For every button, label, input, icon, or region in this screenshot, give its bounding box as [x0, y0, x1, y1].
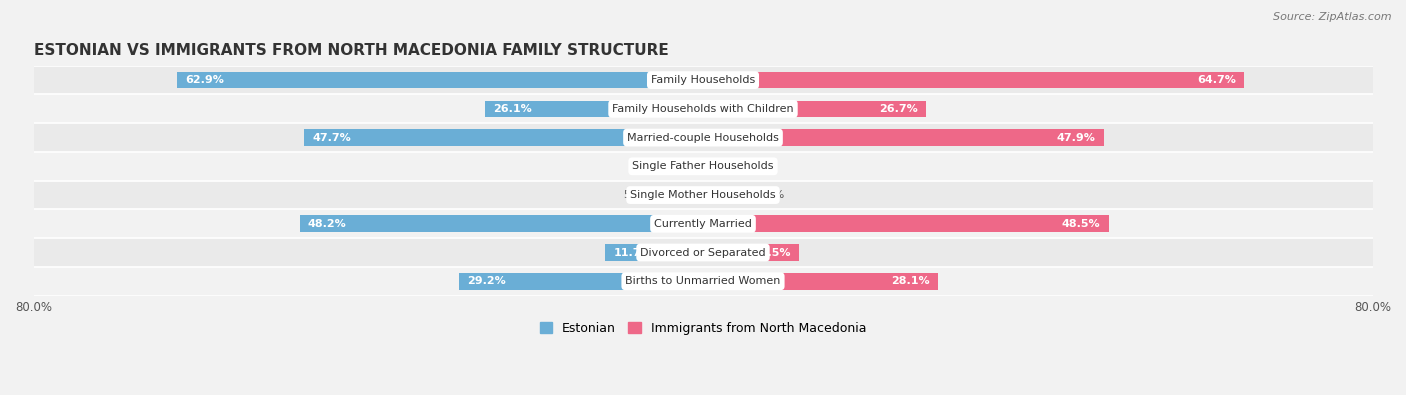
Bar — [34, 152, 1372, 181]
Text: 11.5%: 11.5% — [752, 248, 790, 258]
Bar — [458, 273, 703, 290]
Text: Single Father Households: Single Father Households — [633, 161, 773, 171]
Bar — [177, 72, 703, 88]
Bar — [605, 244, 703, 261]
Text: Births to Unmarried Women: Births to Unmarried Women — [626, 276, 780, 286]
Bar — [703, 101, 927, 117]
Text: Family Households: Family Households — [651, 75, 755, 85]
Text: Source: ZipAtlas.com: Source: ZipAtlas.com — [1274, 12, 1392, 22]
Text: Single Mother Households: Single Mother Households — [630, 190, 776, 200]
Text: 2.0%: 2.0% — [727, 161, 755, 171]
Bar — [34, 209, 1372, 238]
Bar — [34, 267, 1372, 295]
Text: Married-couple Households: Married-couple Households — [627, 133, 779, 143]
Text: 47.7%: 47.7% — [312, 133, 352, 143]
Text: Divorced or Separated: Divorced or Separated — [640, 248, 766, 258]
Legend: Estonian, Immigrants from North Macedonia: Estonian, Immigrants from North Macedoni… — [534, 317, 872, 340]
Bar — [34, 238, 1372, 267]
Text: 62.9%: 62.9% — [186, 75, 224, 85]
Text: ESTONIAN VS IMMIGRANTS FROM NORTH MACEDONIA FAMILY STRUCTURE: ESTONIAN VS IMMIGRANTS FROM NORTH MACEDO… — [34, 43, 668, 58]
Bar — [304, 129, 703, 146]
Bar — [703, 244, 799, 261]
Text: 2.1%: 2.1% — [651, 161, 679, 171]
Text: 26.7%: 26.7% — [879, 104, 918, 114]
Bar — [703, 215, 1109, 232]
Text: 48.5%: 48.5% — [1062, 219, 1101, 229]
Bar — [299, 215, 703, 232]
Text: 11.7%: 11.7% — [613, 248, 652, 258]
Bar — [703, 129, 1104, 146]
Bar — [658, 187, 703, 203]
Text: 47.9%: 47.9% — [1057, 133, 1095, 143]
Bar — [34, 181, 1372, 209]
Text: 28.1%: 28.1% — [891, 276, 929, 286]
Bar — [703, 187, 749, 203]
Bar — [703, 158, 720, 175]
Bar — [703, 273, 938, 290]
Bar — [703, 72, 1244, 88]
Bar — [34, 66, 1372, 94]
Text: 29.2%: 29.2% — [467, 276, 506, 286]
Text: 64.7%: 64.7% — [1198, 75, 1236, 85]
Bar — [34, 94, 1372, 123]
Text: 5.6%: 5.6% — [756, 190, 785, 200]
Bar — [485, 101, 703, 117]
Text: 48.2%: 48.2% — [308, 219, 347, 229]
Text: 26.1%: 26.1% — [494, 104, 531, 114]
Bar — [34, 123, 1372, 152]
Text: 5.4%: 5.4% — [623, 190, 651, 200]
Text: Currently Married: Currently Married — [654, 219, 752, 229]
Bar — [686, 158, 703, 175]
Text: Family Households with Children: Family Households with Children — [612, 104, 794, 114]
